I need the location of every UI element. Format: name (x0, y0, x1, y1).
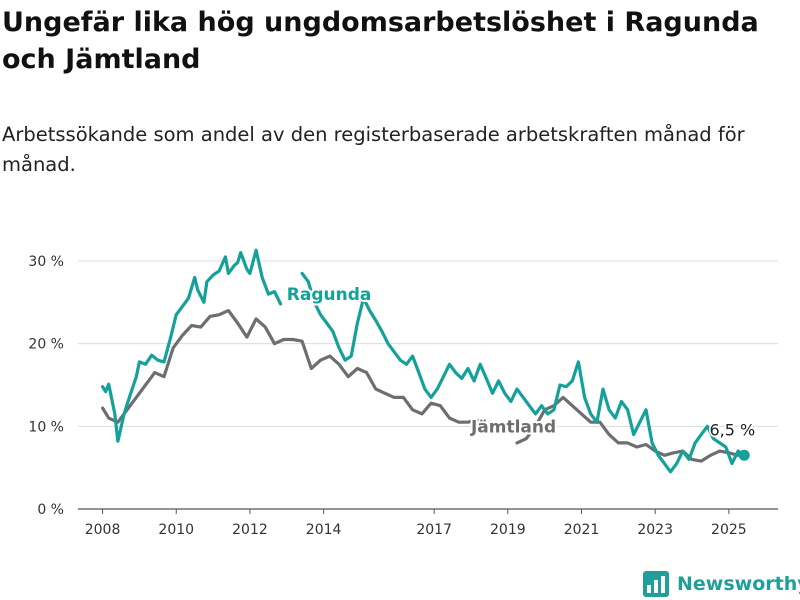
y-tick-label: 30 % (28, 254, 64, 270)
x-tick-label: 2010 (158, 522, 194, 538)
x-tick-label: 2025 (711, 522, 747, 538)
data-label-last-value: 6,5 % (709, 420, 755, 439)
x-tick-label: 2021 (564, 522, 600, 538)
x-tick-label: 2017 (416, 522, 452, 538)
x-tick-label: 2023 (637, 522, 673, 538)
end-point-marker (739, 450, 750, 461)
series-line-jamtland (103, 311, 487, 427)
series-lines (103, 250, 750, 471)
x-tick-label: 2014 (306, 522, 342, 538)
annotations: Ragunda Jämtland 6,5 % (287, 285, 755, 439)
series-label-jamtland: Jämtland (470, 417, 556, 437)
line-chart: 0 % 10 % 20 % 30 % 2008 2010 2012 2014 2017 2019… (0, 0, 800, 600)
x-axis: 2008 2010 2012 2014 2017 2019 2021 2023 2025 (85, 509, 747, 538)
y-tick-label: 20 % (28, 337, 64, 353)
brand-logo: Newsworthy (643, 569, 800, 599)
y-tick-label: 10 % (28, 419, 64, 435)
brand-name: Newsworthy (677, 573, 800, 595)
x-tick-label: 2019 (490, 522, 526, 538)
series-label-ragunda: Ragunda (287, 285, 372, 305)
gridlines (78, 261, 778, 509)
y-axis: 0 % 10 % 20 % 30 % (28, 254, 64, 518)
series-line-ragunda (103, 250, 281, 441)
x-tick-label: 2008 (85, 522, 121, 538)
bar-chart-logo-icon (643, 571, 669, 597)
x-tick-label: 2012 (232, 522, 268, 538)
y-tick-label: 0 % (37, 502, 64, 518)
